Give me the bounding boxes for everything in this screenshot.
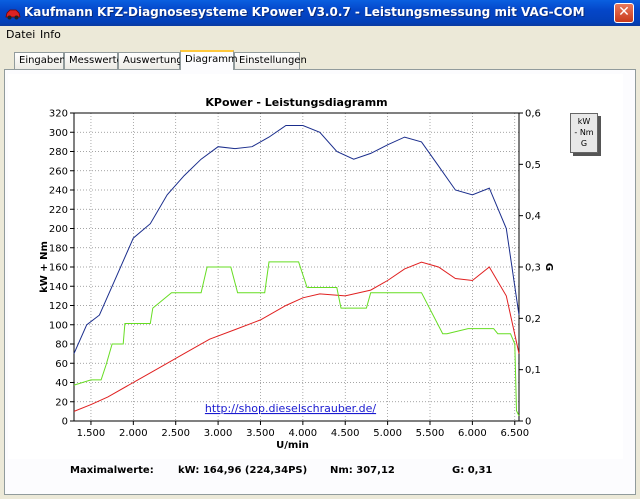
- window-title: Kaufmann KFZ-Diagnosesysteme KPower V3.0…: [24, 5, 585, 19]
- y-tick-label-left: 40: [55, 378, 68, 389]
- legend-item-g: G: [580, 139, 588, 148]
- x-tick-label: 2.000: [119, 428, 148, 439]
- series-line-g: [73, 261, 520, 417]
- x-tick-label: 5.000: [373, 428, 402, 439]
- x-tick-label: 4.000: [289, 428, 318, 439]
- x-tick-label: 3.000: [204, 428, 233, 439]
- x-tick-label: 3.500: [246, 428, 275, 439]
- max-values-label: Maximalwerte:: [70, 465, 154, 476]
- legend-item-nm: - Nm: [574, 128, 594, 137]
- x-tick-label: 2.500: [161, 428, 190, 439]
- y-tick-label-left: 120: [49, 301, 68, 312]
- x-tick-label: 1.500: [77, 428, 106, 439]
- menu-bar: Datei Info: [0, 26, 640, 44]
- shop-link[interactable]: http://shop.dieselschrauber.de/: [205, 402, 376, 415]
- legend-item-kw: kW: [577, 117, 591, 126]
- y-tick-label-left: 80: [55, 340, 68, 351]
- close-button[interactable]: ✕: [614, 3, 634, 23]
- y-tick-label-right: 0,3: [525, 263, 541, 274]
- tab-einstellungen[interactable]: Einstellungen: [234, 52, 307, 69]
- y-tick-label-left: 240: [49, 186, 68, 197]
- legend[interactable]: kW - Nm G: [570, 113, 598, 153]
- x-tick-label: 6.500: [500, 428, 529, 439]
- max-kw-value: kW: 164,96 (224,34PS): [178, 465, 308, 476]
- y-tick-label-right: 0,1: [525, 365, 541, 376]
- x-tick-label: 6.000: [458, 428, 487, 439]
- y-tick-label-left: 220: [49, 205, 68, 216]
- max-values-bar: Maximalwerte: kW: 164,96 (224,34PS) Nm: …: [0, 461, 640, 481]
- title-bar: Kaufmann KFZ-Diagnosesysteme KPower V3.0…: [0, 0, 640, 26]
- y-tick-label-left: 180: [49, 243, 68, 254]
- y-tick-label-left: 20: [55, 397, 68, 408]
- x-axis-label: U/min: [276, 440, 309, 451]
- y-axis-label-left: kW + Nm: [39, 241, 50, 293]
- x-tick-label: 5.500: [416, 428, 445, 439]
- y-tick-label-right: 0,2: [525, 314, 541, 325]
- max-nm-value: Nm: 307,12: [330, 465, 395, 476]
- car-app-icon: [5, 9, 21, 20]
- y-tick-label-left: 260: [49, 166, 68, 177]
- y-tick-label-left: 280: [49, 147, 68, 158]
- y-tick-label-left: 300: [49, 128, 68, 139]
- y-tick-label-right: 0,5: [525, 160, 541, 171]
- tab-diagramm[interactable]: Diagramm: [180, 50, 238, 70]
- y-tick-label-left: 0: [62, 417, 68, 428]
- tab-eingaben[interactable]: Eingaben: [14, 52, 66, 69]
- series-line-nm: [73, 125, 520, 354]
- y-tick-label-right: 0,6: [525, 109, 541, 120]
- y-tick-label-left: 140: [49, 282, 68, 293]
- menu-info[interactable]: Info: [40, 28, 61, 41]
- y-tick-label-left: 320: [49, 109, 68, 120]
- tab-auswertung[interactable]: Auswertung: [118, 52, 183, 69]
- y-tick-label-left: 200: [49, 224, 68, 235]
- y-tick-label-left: 60: [55, 359, 68, 370]
- tab-messwerte[interactable]: Messwerte: [64, 52, 123, 69]
- y-tick-label-right: 0: [525, 417, 531, 428]
- y-tick-label-left: 100: [49, 320, 68, 331]
- chart-title: KPower - Leistungsdiagramm: [205, 96, 387, 109]
- series-line-kw: [73, 261, 520, 412]
- max-g-value: G: 0,31: [452, 465, 493, 476]
- menu-datei[interactable]: Datei: [6, 28, 36, 41]
- y-tick-label-right: 0,4: [525, 211, 541, 222]
- y-tick-label-left: 160: [49, 263, 68, 274]
- tab-bar: Eingaben Messwerte Auswertung Diagramm E…: [0, 50, 640, 70]
- x-tick-label: 4.500: [331, 428, 360, 439]
- y-axis-label-right: G: [543, 263, 554, 271]
